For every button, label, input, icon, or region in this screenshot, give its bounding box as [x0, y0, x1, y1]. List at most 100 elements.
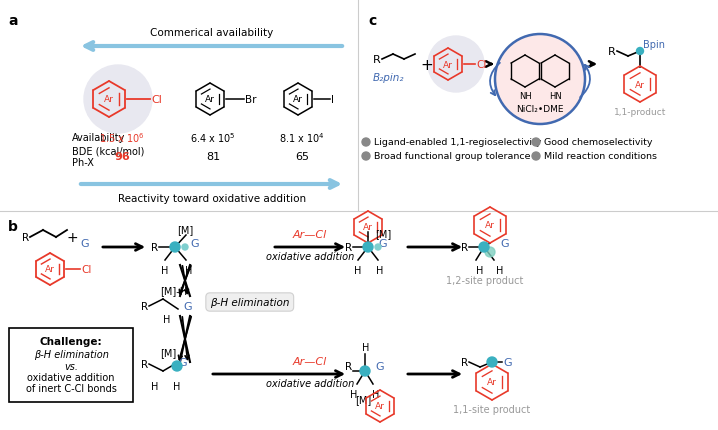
Text: G: G: [375, 361, 383, 371]
Circle shape: [495, 35, 585, 125]
Text: Reactivity toward oxidative addition: Reactivity toward oxidative addition: [118, 194, 306, 203]
Text: Ar: Ar: [375, 402, 385, 411]
Text: H: H: [496, 265, 504, 275]
Text: H: H: [350, 389, 358, 399]
Text: Mild reaction conditions: Mild reaction conditions: [544, 152, 657, 161]
Text: Ar—Cl: Ar—Cl: [293, 230, 327, 240]
Text: G: G: [183, 301, 192, 311]
Text: BDE (kcal/mol): BDE (kcal/mol): [72, 147, 144, 157]
Text: B₂pin₂: B₂pin₂: [373, 73, 404, 83]
Text: R: R: [141, 359, 148, 369]
Circle shape: [363, 243, 373, 252]
Text: H: H: [173, 381, 181, 391]
Text: oxidative addition: oxidative addition: [27, 372, 115, 382]
Text: +: +: [421, 58, 434, 74]
Text: H: H: [163, 314, 171, 324]
Text: Cl: Cl: [476, 60, 486, 70]
Text: R: R: [461, 357, 468, 367]
Text: NH: NH: [518, 92, 531, 101]
Text: c: c: [368, 14, 376, 28]
Text: G: G: [500, 239, 508, 249]
Text: H: H: [476, 265, 484, 275]
Text: 1.5 x 10$^6$: 1.5 x 10$^6$: [99, 131, 145, 144]
Text: HN: HN: [549, 92, 561, 101]
Text: [M]: [M]: [375, 228, 391, 239]
Text: G: G: [178, 357, 187, 367]
Text: H: H: [363, 342, 370, 352]
Circle shape: [172, 361, 182, 371]
Circle shape: [636, 49, 643, 55]
Text: Ligand-enabled 1,1-regioselectivity: Ligand-enabled 1,1-regioselectivity: [374, 138, 541, 147]
Text: a: a: [8, 14, 17, 28]
Text: NiCl₂•DME: NiCl₂•DME: [516, 105, 564, 114]
Text: vs.: vs.: [64, 361, 78, 371]
Text: 65: 65: [295, 152, 309, 162]
FancyBboxPatch shape: [9, 328, 133, 402]
Text: Broad functional group tolerance: Broad functional group tolerance: [374, 152, 531, 161]
Circle shape: [362, 153, 370, 161]
Text: G: G: [190, 239, 199, 249]
Text: 1,1-site product: 1,1-site product: [453, 404, 531, 414]
Circle shape: [84, 66, 152, 134]
Text: Br: Br: [245, 95, 256, 105]
Text: Ar: Ar: [293, 95, 303, 104]
Text: oxidative addition: oxidative addition: [266, 252, 354, 261]
Text: Good chemoselectivity: Good chemoselectivity: [544, 138, 653, 147]
Text: H: H: [373, 389, 380, 399]
Text: 1,2-site product: 1,2-site product: [447, 275, 523, 286]
Text: R: R: [345, 361, 352, 371]
Text: R: R: [373, 55, 381, 65]
Circle shape: [170, 243, 180, 252]
Text: Ph-X: Ph-X: [72, 158, 94, 168]
Text: 8.1 x 10$^4$: 8.1 x 10$^4$: [279, 131, 325, 144]
Text: 96: 96: [114, 152, 130, 162]
Circle shape: [360, 366, 370, 376]
Circle shape: [182, 244, 188, 250]
Text: R: R: [141, 301, 148, 311]
Circle shape: [487, 357, 497, 367]
Text: 81: 81: [206, 152, 220, 162]
Text: oxidative addition: oxidative addition: [266, 378, 354, 388]
Text: G: G: [80, 239, 88, 249]
Text: R: R: [608, 47, 616, 57]
Text: 6.4 x 10$^5$: 6.4 x 10$^5$: [190, 131, 236, 144]
Text: Ar: Ar: [443, 60, 453, 69]
Text: Ar: Ar: [487, 378, 497, 387]
Circle shape: [479, 243, 489, 252]
Text: Commerical availability: Commerical availability: [150, 28, 274, 38]
Text: G: G: [503, 357, 512, 367]
Text: Ar: Ar: [485, 221, 495, 230]
Text: H: H: [185, 265, 192, 275]
Text: H: H: [376, 265, 383, 275]
Text: Ar: Ar: [363, 223, 373, 232]
Text: β-H elimination: β-H elimination: [210, 297, 289, 307]
Text: H: H: [151, 381, 159, 391]
Text: Ar: Ar: [635, 80, 645, 89]
Text: 1,1-product: 1,1-product: [614, 108, 666, 117]
Text: of inert C-Cl bonds: of inert C-Cl bonds: [26, 383, 116, 393]
Text: [M]: [M]: [177, 224, 193, 234]
Text: Challenge:: Challenge:: [39, 336, 102, 346]
Text: Ar: Ar: [104, 95, 114, 104]
Text: Cl: Cl: [81, 264, 91, 274]
Text: R: R: [151, 243, 158, 252]
Text: b: b: [8, 219, 18, 233]
Text: [M]: [M]: [160, 347, 176, 357]
Text: β-H elimination: β-H elimination: [34, 349, 108, 359]
Circle shape: [485, 247, 495, 258]
Text: R: R: [461, 243, 468, 252]
Text: Bpin: Bpin: [643, 40, 665, 50]
Circle shape: [532, 153, 540, 161]
Text: I: I: [331, 95, 334, 105]
Text: [M]: [M]: [355, 394, 371, 404]
Text: +: +: [66, 230, 78, 244]
Text: R: R: [345, 243, 352, 252]
Text: R: R: [22, 233, 29, 243]
Text: Availability: Availability: [72, 133, 126, 143]
Circle shape: [362, 139, 370, 147]
Text: [M]-H: [M]-H: [160, 286, 187, 295]
Text: H: H: [162, 265, 169, 275]
Circle shape: [532, 139, 540, 147]
Text: Ar: Ar: [45, 265, 55, 274]
Text: G: G: [378, 239, 386, 249]
